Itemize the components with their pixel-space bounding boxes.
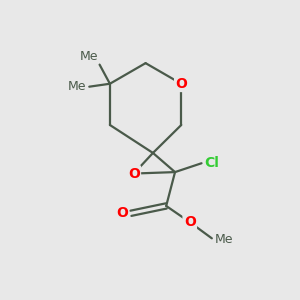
Text: O: O: [184, 215, 196, 229]
Text: O: O: [128, 167, 140, 181]
Text: Me: Me: [215, 233, 233, 246]
Text: O: O: [175, 77, 187, 91]
Text: Cl: Cl: [205, 156, 219, 170]
Text: O: O: [116, 206, 128, 220]
Text: Me: Me: [68, 80, 86, 93]
Text: Me: Me: [80, 50, 98, 63]
